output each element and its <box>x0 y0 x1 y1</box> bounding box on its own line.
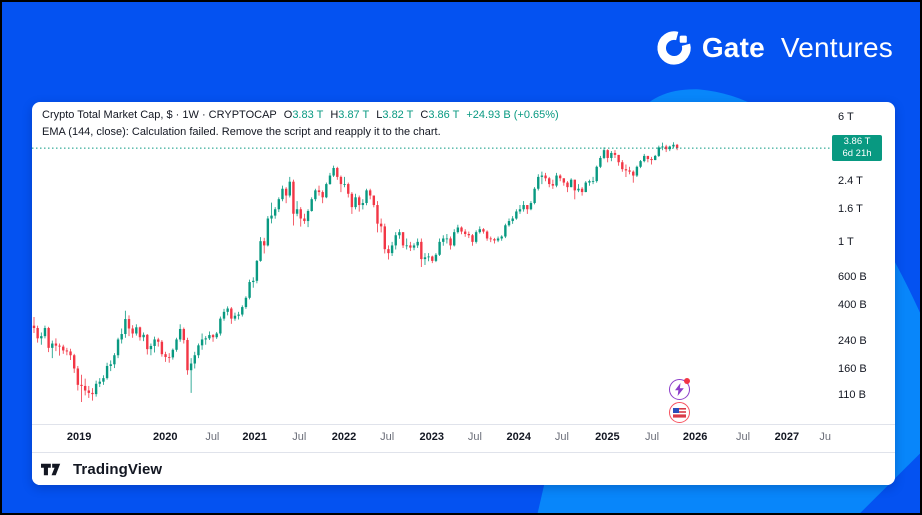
time-tick-month: Jul <box>735 431 751 443</box>
price-tick-label: 1.6 T <box>838 202 863 215</box>
chart-event-markers <box>669 378 693 423</box>
time-tick-year: 2022 <box>331 431 357 443</box>
us-flag-economic-event-icon[interactable] <box>669 402 690 423</box>
tradingview-chart-card: Crypto Total Market Cap, $ · 1W · CRYPTO… <box>32 102 895 485</box>
notification-dot <box>684 378 690 384</box>
price-tick-label: 2.4 T <box>838 174 863 187</box>
current-price-value: 3.86 T <box>843 135 871 147</box>
current-price-badge: 3.86 T 6d 21h <box>832 134 882 161</box>
time-tick-month: Jul <box>292 431 307 443</box>
ohlc-close: 3.86 T <box>428 109 460 121</box>
chart-plot-area[interactable] <box>32 102 830 424</box>
time-tick-month: Jul <box>205 431 220 443</box>
price-tick-label: 600 B <box>838 270 867 283</box>
gate-ventures-logo: Gate Ventures <box>655 29 893 67</box>
ohlc-low: 3.82 T <box>382 109 414 121</box>
time-tick-year: 2023 <box>419 431 445 443</box>
chart-legend: Crypto Total Market Cap, $ · 1W · CRYPTO… <box>42 107 559 141</box>
bar-countdown: 6d 21h <box>842 147 872 159</box>
tradingview-attribution-text: TradingView <box>73 460 163 478</box>
time-tick-year: 2027 <box>774 431 800 443</box>
time-tick-month: Ju <box>819 431 832 443</box>
time-tick-year: 2026 <box>682 431 708 443</box>
time-tick-month: Jul <box>554 431 569 443</box>
time-tick-year: 2021 <box>242 431 267 443</box>
time-tick-year: 2019 <box>66 431 92 443</box>
time-tick-month: Jul <box>380 431 395 443</box>
time-tick-month: Jul <box>645 431 660 443</box>
brand-suffix: Ventures <box>780 32 893 63</box>
tradingview-attribution-link[interactable]: TradingView <box>32 452 895 485</box>
chart-legend-line1[interactable]: Crypto Total Market Cap, $ · 1W · CRYPTO… <box>42 109 559 121</box>
price-tick-label: 240 B <box>838 334 867 347</box>
ohlc-open: 3.83 T <box>292 109 324 121</box>
lightning-event-icon[interactable] <box>669 378 690 400</box>
price-tick-label: 160 B <box>838 362 867 375</box>
time-tick-year: 2025 <box>595 431 620 443</box>
price-tick-label: 400 B <box>838 299 867 312</box>
gate-logo-icon <box>657 31 691 65</box>
time-tick-year: 2024 <box>506 431 532 443</box>
price-axis[interactable]: 3.86 T 6d 21h 6 T 2.4 T 1.6 T 1 T 600 B 400 B… <box>830 102 895 424</box>
time-tick-year: 2020 <box>153 431 178 443</box>
chart-symbol-title[interactable]: Crypto Total Market Cap, $ · 1W · CRYPTO… <box>42 109 277 121</box>
price-tick-label: 6 T <box>838 110 854 123</box>
tradingview-logo <box>41 463 61 475</box>
price-tick-label: 1 T <box>838 235 854 248</box>
ohlc-high: 3.87 T <box>338 109 370 121</box>
change-value: +24.93 B (+0.65%) <box>466 109 559 121</box>
time-tick-month: Jul <box>467 431 482 443</box>
time-axis[interactable]: 2019 2020 Jul 2021 Jul 2022 Jul 2023 Jul 2024 Jul 2… <box>32 424 895 452</box>
price-tick-label: 110 B <box>838 388 866 401</box>
brand-name: Gate <box>701 32 765 63</box>
indicator-error-message[interactable]: EMA (144, close): Calculation failed. Re… <box>42 126 441 138</box>
